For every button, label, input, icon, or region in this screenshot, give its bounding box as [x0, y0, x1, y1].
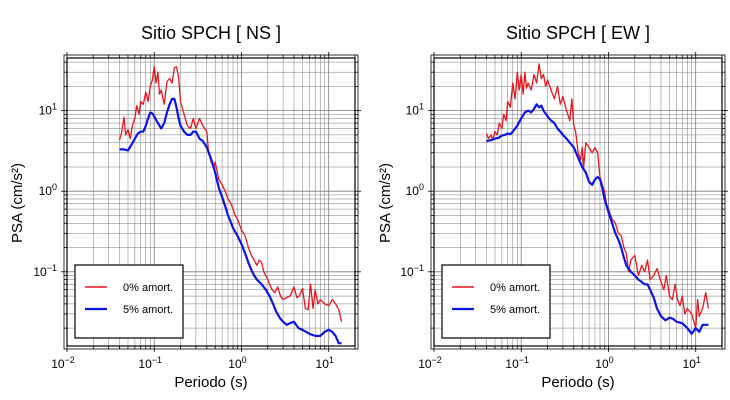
y-tick-label: 101: [406, 102, 424, 118]
y-tick-label: 10−1: [400, 263, 424, 279]
x-axis-label: Periodo (s): [541, 374, 614, 391]
series-line-undamped: [118, 66, 343, 322]
legend-label: 5% amort.: [490, 304, 540, 316]
legend-box: [74, 264, 184, 339]
x-tick-label: 100: [228, 355, 246, 371]
series-line-damped: [486, 103, 709, 335]
x-tick-label: 100: [595, 355, 613, 371]
chart-panel-ew: Sitio SPCH [ EW ] Periodo (s) PSA (cm/s²…: [377, 23, 728, 391]
chart-title: Sitio SPCH [ EW ]: [506, 23, 650, 43]
legend: 0% amort. 5% amort.: [74, 264, 184, 339]
legend: 0% amort. 5% amort.: [441, 264, 551, 339]
x-tick-label: 10−2: [51, 355, 75, 371]
y-axis-label: PSA (cm/s²): [9, 163, 26, 243]
x-axis-label: Periodo (s): [174, 374, 247, 391]
plot-frame: [433, 57, 723, 347]
x-tick-label: 10−1: [138, 355, 162, 371]
x-tick-label: 101: [683, 355, 701, 371]
chart-title: Sitio SPCH [ NS ]: [141, 23, 281, 43]
plot-frame-outer: [430, 54, 726, 350]
legend-label: 0% amort.: [490, 282, 540, 294]
y-tick-label: 10−1: [33, 263, 57, 279]
y-axis-label: PSA (cm/s²): [377, 163, 394, 243]
series-line-damped: [119, 97, 342, 345]
plot-frame-outer: [63, 54, 359, 350]
y-tick-label: 100: [39, 182, 57, 198]
plot-frame: [66, 57, 356, 347]
legend-label: 5% amort.: [123, 304, 173, 316]
chart-panel-ns: Sitio SPCH [ NS ] Periodo (s) PSA (cm/s²…: [9, 23, 361, 391]
series-line-undamped: [485, 63, 710, 329]
y-tick-label: 101: [39, 102, 57, 118]
y-tick-label: 100: [406, 182, 424, 198]
legend-box: [441, 264, 551, 339]
x-tick-label: 101: [316, 355, 334, 371]
x-tick-label: 10−2: [418, 355, 442, 371]
legend-label: 0% amort.: [123, 282, 173, 294]
x-tick-label: 10−1: [505, 355, 529, 371]
